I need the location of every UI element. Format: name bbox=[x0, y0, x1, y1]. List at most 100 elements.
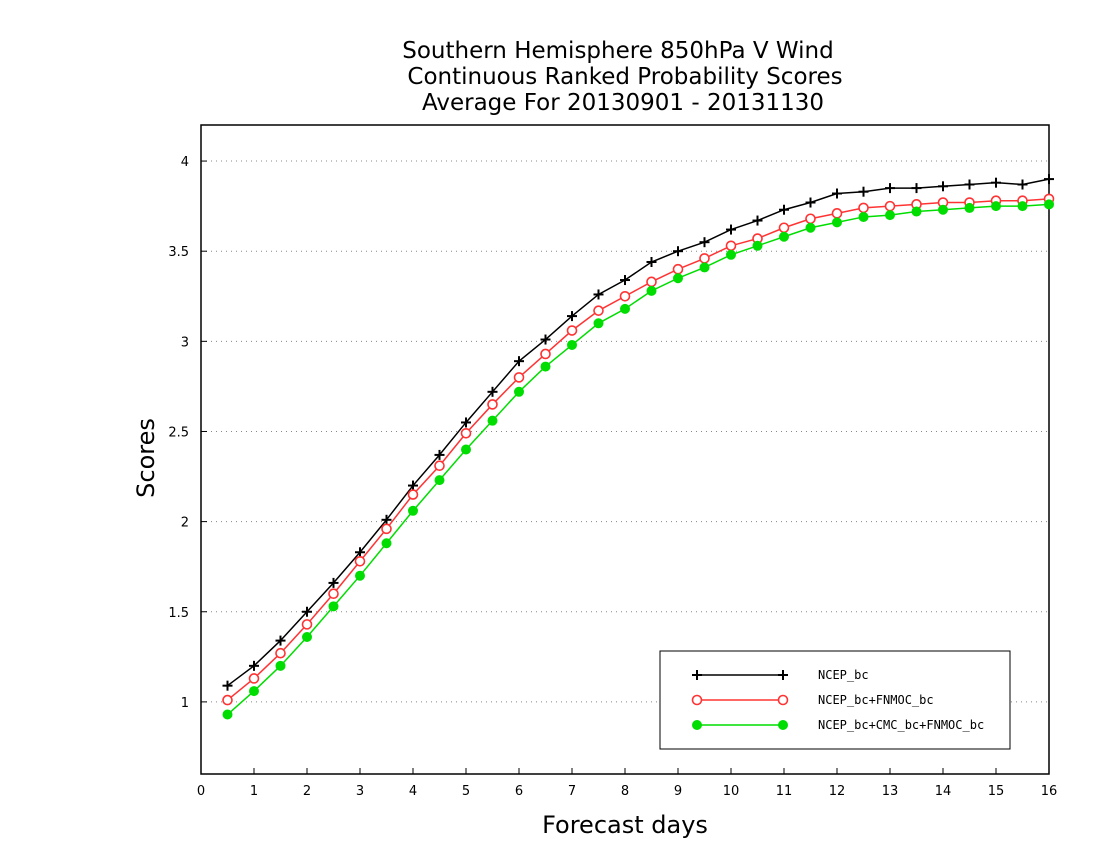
x-tick-label: 10 bbox=[723, 784, 740, 799]
x-tick-label: 8 bbox=[621, 784, 629, 799]
legend-label: NCEP_bc+FNMOC_bc bbox=[818, 693, 934, 707]
data-point-ncep-bc bbox=[673, 246, 683, 257]
data-point-ncep-bc bbox=[991, 177, 1001, 188]
x-tick-label: 4 bbox=[409, 784, 417, 799]
data-point-ncep-bc bbox=[328, 577, 339, 588]
data-point-ncep-bc-fnmoc-bc bbox=[301, 619, 313, 630]
data-point-ncep-bc-fnmoc-bc bbox=[619, 290, 631, 302]
data-point-ncep-bc bbox=[1017, 179, 1028, 190]
x-tick-label: 2 bbox=[303, 784, 311, 799]
data-point-ncep-bc-fnmoc-bc bbox=[434, 460, 445, 472]
data-point-ncep-bc-fnmoc-bc bbox=[593, 305, 604, 316]
data-point-ncep-bc-fnmoc-bc bbox=[566, 325, 578, 336]
data-point-ncep-bc-cmc-bc-fnmoc-bc bbox=[355, 570, 365, 581]
data-point-ncep-bc-fnmoc-bc bbox=[381, 523, 392, 535]
data-point-ncep-bc-cmc-bc-fnmoc-bc bbox=[540, 361, 551, 372]
data-point-ncep-bc-cmc-bc-fnmoc-bc bbox=[673, 273, 683, 284]
x-tick-label: 6 bbox=[515, 784, 523, 799]
data-point-ncep-bc-cmc-bc-fnmoc-bc bbox=[381, 538, 392, 549]
data-point-ncep-bc-fnmoc-bc bbox=[831, 208, 843, 219]
x-tick-label: 3 bbox=[356, 784, 364, 799]
data-point-ncep-bc bbox=[964, 179, 975, 190]
y-tick-label: 1.5 bbox=[168, 606, 189, 621]
legend-label: NCEP_bc+CMC_bc+FNMOC_bc bbox=[818, 718, 984, 732]
y-tick-label: 3 bbox=[181, 335, 189, 350]
data-point-ncep-bc bbox=[302, 606, 312, 617]
legend-marker bbox=[691, 694, 703, 706]
legend-marker bbox=[692, 670, 702, 680]
data-point-ncep-bc-cmc-bc-fnmoc-bc bbox=[222, 709, 233, 720]
x-tick-label: 14 bbox=[935, 784, 952, 799]
x-tick-label: 0 bbox=[197, 784, 205, 799]
y-tick-label: 2.5 bbox=[168, 425, 189, 440]
data-point-ncep-bc-fnmoc-bc bbox=[460, 427, 472, 439]
data-point-ncep-bc bbox=[381, 514, 392, 525]
legend: NCEP_bc NCEP_bc+FNMOC_bc NCEP_bc+CMC_bc+FN… bbox=[659, 650, 1011, 750]
data-point-ncep-bc bbox=[620, 275, 630, 286]
data-point-ncep-bc-cmc-bc-fnmoc-bc bbox=[302, 631, 312, 642]
data-point-ncep-bc bbox=[567, 311, 577, 322]
data-point-ncep-bc-cmc-bc-fnmoc-bc bbox=[779, 231, 789, 242]
data-point-ncep-bc bbox=[646, 257, 657, 268]
data-point-ncep-bc-fnmoc-bc bbox=[884, 200, 896, 212]
legend-label: NCEP_bc bbox=[818, 668, 869, 682]
data-point-ncep-bc-cmc-bc-fnmoc-bc bbox=[275, 660, 286, 671]
data-point-ncep-bc-cmc-bc-fnmoc-bc bbox=[991, 201, 1001, 212]
data-point-ncep-bc bbox=[911, 183, 922, 194]
x-tick-label: 16 bbox=[1041, 784, 1058, 799]
data-point-ncep-bc bbox=[540, 334, 551, 345]
data-point-ncep-bc-fnmoc-bc bbox=[248, 673, 260, 684]
data-point-ncep-bc bbox=[593, 289, 604, 300]
legend-marker bbox=[778, 720, 788, 730]
data-point-ncep-bc-fnmoc-bc bbox=[858, 202, 869, 214]
data-point-ncep-bc-cmc-bc-fnmoc-bc bbox=[726, 249, 736, 260]
data-point-ncep-bc-cmc-bc-fnmoc-bc bbox=[964, 202, 975, 213]
data-point-ncep-bc-cmc-bc-fnmoc-bc bbox=[752, 240, 763, 251]
data-point-ncep-bc bbox=[487, 386, 498, 397]
series-line-ncep-bc-fnmoc-bc bbox=[227, 198, 1050, 701]
series-line-ncep-bc-cmc-bc-fnmoc-bc bbox=[227, 203, 1050, 716]
data-point-ncep-bc-cmc-bc-fnmoc-bc bbox=[911, 206, 922, 217]
axis-ticks: 11.522.533.540 1 2 3 4 5 6 7 8 9 10 11 12 13 14 15 16 bbox=[168, 155, 1057, 799]
data-point-ncep-bc bbox=[832, 188, 842, 199]
legend-marker bbox=[778, 670, 788, 680]
data-point-ncep-bc bbox=[222, 680, 233, 691]
data-point-ncep-bc-cmc-bc-fnmoc-bc bbox=[408, 505, 418, 516]
x-tick-label: 15 bbox=[988, 784, 1005, 799]
data-point-ncep-bc-fnmoc-bc bbox=[513, 372, 525, 383]
x-tick-label: 11 bbox=[776, 784, 793, 799]
data-point-ncep-bc-fnmoc-bc bbox=[725, 240, 737, 252]
data-point-ncep-bc-cmc-bc-fnmoc-bc bbox=[699, 262, 710, 273]
data-point-ncep-bc-cmc-bc-fnmoc-bc bbox=[1044, 199, 1054, 210]
data-point-ncep-bc-fnmoc-bc bbox=[222, 694, 233, 706]
x-tick-label: 12 bbox=[829, 784, 846, 799]
y-axis-label: Scores bbox=[132, 418, 160, 498]
data-point-ncep-bc-cmc-bc-fnmoc-bc bbox=[620, 303, 630, 314]
data-point-ncep-bc-cmc-bc-fnmoc-bc bbox=[858, 211, 869, 222]
data-point-ncep-bc-cmc-bc-fnmoc-bc bbox=[805, 222, 816, 233]
data-point-ncep-bc bbox=[249, 660, 259, 671]
data-point-ncep-bc bbox=[858, 186, 869, 197]
data-point-ncep-bc bbox=[408, 480, 418, 491]
chart-title-line-1: Southern Hemisphere 850hPa V Wind bbox=[402, 38, 833, 64]
data-point-ncep-bc-cmc-bc-fnmoc-bc bbox=[487, 415, 498, 426]
data-point-ncep-bc-fnmoc-bc bbox=[328, 588, 339, 600]
data-point-ncep-bc-fnmoc-bc bbox=[354, 555, 366, 567]
data-point-ncep-bc bbox=[514, 356, 524, 367]
x-tick-label: 7 bbox=[568, 784, 576, 799]
legend-item-ncep-bc: NCEP_bc bbox=[692, 668, 869, 682]
series-line-ncep-bc bbox=[227, 178, 1050, 687]
data-point-ncep-bc-cmc-bc-fnmoc-bc bbox=[328, 601, 339, 612]
legend-marker bbox=[777, 694, 789, 706]
gridlines bbox=[201, 160, 1049, 703]
data-point-ncep-bc-fnmoc-bc bbox=[275, 647, 286, 659]
data-point-ncep-bc bbox=[699, 237, 710, 248]
legend-item-ncep-bc-fnmoc-bc: NCEP_bc+FNMOC_bc bbox=[691, 693, 934, 707]
data-point-ncep-bc-cmc-bc-fnmoc-bc bbox=[885, 210, 895, 221]
y-tick-label: 3.5 bbox=[168, 245, 189, 260]
data-point-ncep-bc-fnmoc-bc bbox=[778, 222, 790, 234]
data-point-ncep-bc-cmc-bc-fnmoc-bc bbox=[593, 318, 604, 329]
data-point-ncep-bc-cmc-bc-fnmoc-bc bbox=[461, 444, 471, 455]
data-point-ncep-bc-cmc-bc-fnmoc-bc bbox=[832, 217, 842, 228]
